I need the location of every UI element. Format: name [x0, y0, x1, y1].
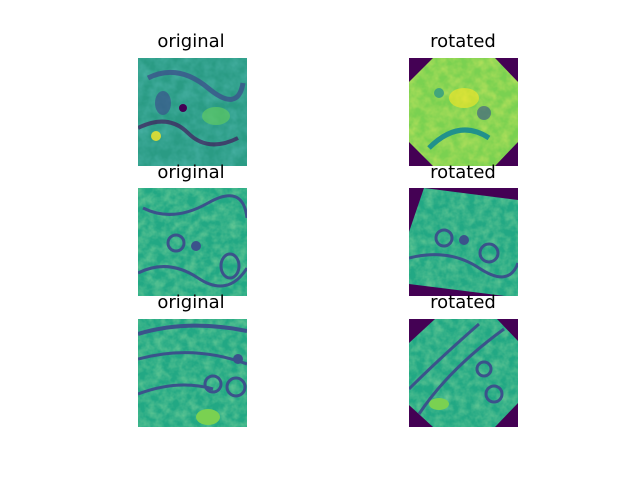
rotated-image-1-graphic: [409, 58, 518, 166]
rotated-image-2: [409, 188, 518, 296]
rotated-image-3: [409, 319, 518, 427]
panel-title-original-2: original: [157, 162, 225, 183]
original-image-2-graphic: [138, 188, 247, 296]
original-image-2: [138, 188, 247, 296]
rotated-image-1: [409, 58, 518, 166]
panel-title-original-3: original: [157, 292, 225, 313]
original-image-3: [138, 319, 247, 427]
original-image-3-graphic: [138, 319, 247, 427]
original-image-1-graphic: [138, 58, 247, 166]
panel-title-rotated-3: rotated: [430, 292, 496, 313]
rotated-image-3-graphic: [409, 319, 518, 427]
rotated-image-2-graphic: [409, 188, 518, 296]
original-image-1: [138, 58, 247, 166]
panel-title-rotated-1: rotated: [430, 31, 496, 52]
panel-title-rotated-2: rotated: [430, 162, 496, 183]
panel-title-original-1: original: [157, 31, 225, 52]
